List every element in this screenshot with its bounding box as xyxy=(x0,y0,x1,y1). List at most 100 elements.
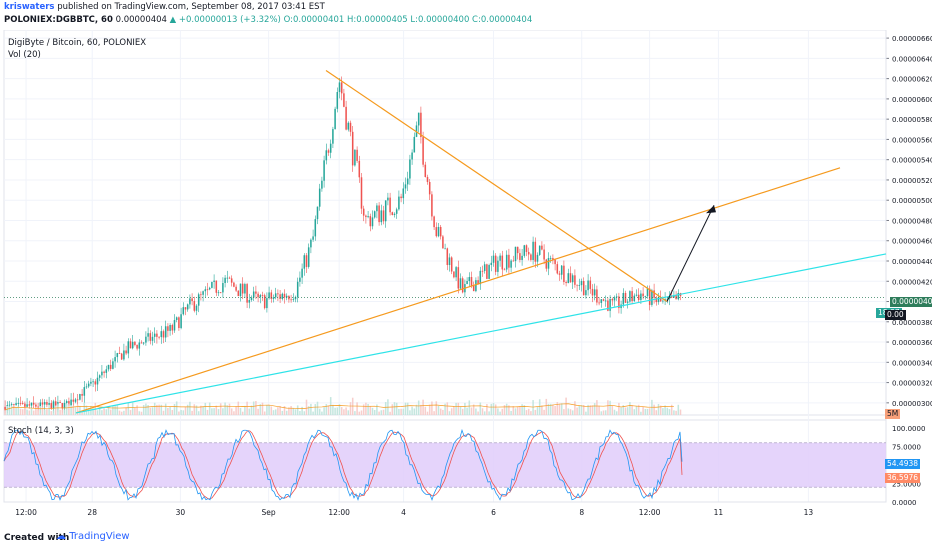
candle-body xyxy=(369,216,372,227)
volume-bar xyxy=(8,406,11,415)
volume-bar xyxy=(587,404,589,415)
volume-bar xyxy=(24,407,26,415)
volume-bar xyxy=(380,410,383,415)
volume-bar xyxy=(538,399,541,415)
volume-bar xyxy=(197,411,200,415)
candle-body xyxy=(633,295,636,302)
candle-body xyxy=(402,188,405,199)
candle-body xyxy=(637,294,640,301)
volume-bar xyxy=(61,409,64,415)
candle-body xyxy=(13,404,15,406)
x-tick-label: 13 xyxy=(804,508,814,517)
volume-bar xyxy=(83,402,86,415)
volume-bar xyxy=(589,405,592,415)
volume-bar xyxy=(492,403,495,415)
ohlc-values: O:0.00000401 H:0.00000405 L:0.00000400 C… xyxy=(283,15,533,25)
volume-bar xyxy=(455,402,457,415)
volume-bar xyxy=(105,409,108,415)
volume-bar xyxy=(92,408,94,415)
candle-body xyxy=(259,295,262,298)
candle-body xyxy=(521,255,523,260)
candle-body xyxy=(530,254,532,260)
candle-body xyxy=(74,399,77,402)
volume-bar xyxy=(382,409,385,415)
volume-bar xyxy=(402,408,405,415)
candle-body xyxy=(299,277,301,282)
candle-body xyxy=(424,164,427,177)
volume-bar xyxy=(611,405,614,415)
volume-bar xyxy=(354,411,356,415)
volume-bar xyxy=(503,405,506,415)
volume-bar xyxy=(13,408,15,415)
candle-body xyxy=(184,307,187,310)
candle-body xyxy=(61,402,64,409)
candle-body xyxy=(349,122,352,132)
volume-bar xyxy=(204,402,207,415)
candle-body xyxy=(556,264,559,274)
volume-bar xyxy=(486,404,488,415)
candle-body xyxy=(48,403,50,405)
volume-bar xyxy=(545,398,548,415)
chart-area[interactable]: 0.00000660 0.00000640 0.00000620 0.00000600… xyxy=(0,29,932,527)
candle-body xyxy=(239,283,242,297)
candle-body xyxy=(629,291,631,302)
volume-bar xyxy=(272,410,275,415)
volume-bar xyxy=(400,408,402,415)
volume-bar xyxy=(604,410,607,415)
volume-bar xyxy=(349,402,352,415)
candle-body xyxy=(195,305,198,311)
volume-bar xyxy=(123,410,125,415)
volume-bar xyxy=(475,408,477,415)
candle-body xyxy=(422,137,424,165)
candle-body xyxy=(26,404,28,407)
candle-body xyxy=(523,245,526,256)
candle-body xyxy=(109,364,112,369)
volume-bar xyxy=(560,403,563,415)
candle-body xyxy=(250,297,253,300)
candle-body xyxy=(461,278,464,293)
candle-body xyxy=(433,216,435,228)
candle-body xyxy=(393,213,396,215)
volume-bar xyxy=(461,408,464,415)
candle-body xyxy=(70,399,72,406)
tradingview-logo[interactable]: ☁ TradingView xyxy=(56,531,130,542)
candle-body xyxy=(505,254,508,270)
candle-body xyxy=(439,226,442,237)
created-with-label: Created with xyxy=(4,533,70,543)
volume-bar xyxy=(600,411,603,415)
candle-body xyxy=(554,259,556,265)
volume-bar xyxy=(547,403,550,415)
volume-bar xyxy=(510,410,512,415)
volume-bar xyxy=(109,409,112,415)
volume-legend: Vol (20) xyxy=(8,50,41,60)
candle-body xyxy=(343,93,345,107)
volume-bar xyxy=(211,408,213,415)
volume-bar xyxy=(668,409,671,415)
price-chart-svg[interactable]: 0.00000660 0.00000640 0.00000620 0.00000600… xyxy=(0,29,932,527)
volume-bar xyxy=(230,408,233,415)
orange-upper-trendline xyxy=(325,70,668,303)
volume-bar xyxy=(591,405,594,415)
volume-bar xyxy=(406,402,409,415)
candle-body xyxy=(270,292,273,299)
volume-bar xyxy=(516,406,519,415)
candle-body xyxy=(470,277,473,286)
volume-bar xyxy=(558,403,561,415)
candle-body xyxy=(351,131,354,166)
candle-body xyxy=(345,106,347,130)
candle-body xyxy=(580,281,583,286)
candle-body xyxy=(472,285,475,292)
candle-body xyxy=(59,402,61,403)
candle-body xyxy=(604,300,607,302)
volume-bar xyxy=(362,404,365,415)
volume-bar xyxy=(127,402,130,415)
candle-body xyxy=(261,295,264,296)
candle-body xyxy=(360,177,363,209)
volume-bar xyxy=(48,404,50,415)
candle-body xyxy=(673,295,675,298)
candle-body xyxy=(382,210,385,222)
volume-bar xyxy=(310,403,312,415)
author-link[interactable]: kriswaters xyxy=(4,2,55,12)
candle-body xyxy=(162,331,165,338)
candle-body xyxy=(156,333,158,337)
